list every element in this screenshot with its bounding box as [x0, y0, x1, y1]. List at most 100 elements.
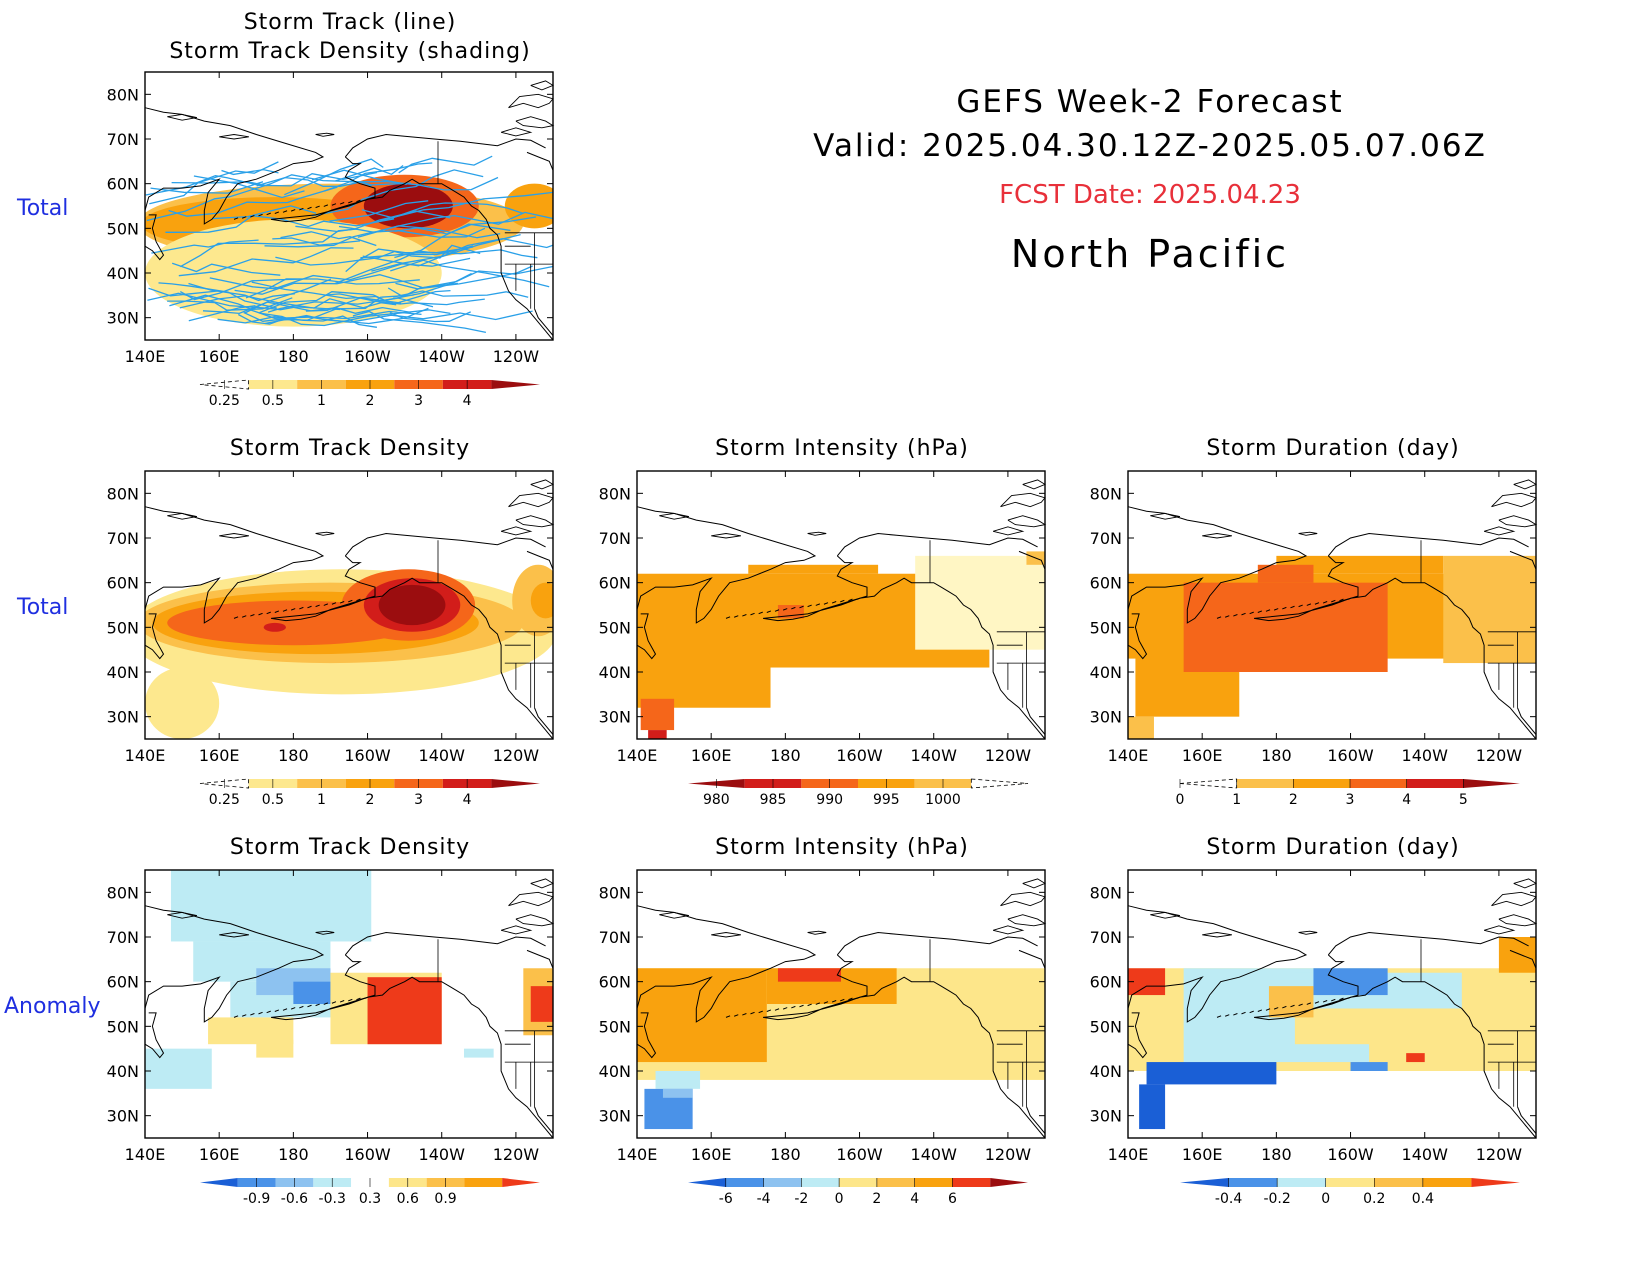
colorbar-label: 2 — [366, 792, 375, 807]
colorbar-label: 0.6 — [397, 1191, 419, 1206]
storm-track-line — [202, 301, 412, 315]
field-shading — [145, 870, 553, 1089]
lon-tick-label: 120W — [493, 746, 540, 765]
lon-tick-label: 160E — [691, 746, 732, 765]
lon-tick-label: 140W — [1402, 1145, 1449, 1164]
colorbar-label: -6 — [719, 1191, 733, 1206]
lon-tick-label: 140E — [617, 1145, 658, 1164]
colorbar-label: 0.5 — [262, 393, 284, 408]
colorbar-label: 0.4 — [1412, 1191, 1434, 1206]
lon-tick-label: 180 — [278, 746, 309, 765]
map-panel-intensity: 80N 70N 60N 50N 40N 30N 140E 160E 180 160W 140W 120… — [599, 470, 1047, 765]
colorbar-label: 6 — [948, 1191, 957, 1206]
coastlines — [636, 479, 1047, 740]
lat-tick-label: 40N — [1090, 1062, 1122, 1081]
lat-tick-label: 80N — [1090, 883, 1122, 902]
grid-cell — [748, 564, 879, 574]
colorbar-swatch — [1406, 779, 1464, 788]
colorbar-anom-density: -0.9 -0.6 -0.3 0.3 0.6 0.9 — [200, 1178, 540, 1206]
storm-track-line — [345, 246, 474, 273]
colorbar-swatch — [876, 1178, 915, 1187]
storm-track-line — [264, 310, 533, 325]
field-shading — [637, 551, 1045, 739]
grid-cell — [1257, 564, 1314, 583]
colorbar-label: -0.9 — [243, 1191, 270, 1206]
storm-track-line — [151, 239, 259, 254]
grid-cell — [145, 1048, 212, 1089]
storm-track-line — [171, 174, 412, 187]
lon-tick-label: 140W — [911, 1145, 958, 1164]
lat-tick-label: 30N — [107, 309, 139, 328]
storm-tracks — [145, 155, 553, 334]
row-label-top: Total — [17, 196, 69, 221]
lon-tick-label: 120W — [985, 1145, 1032, 1164]
lat-tick-label: 50N — [599, 1017, 631, 1036]
lat-tick-label: 40N — [599, 1062, 631, 1081]
lat-tick-label: 80N — [107, 85, 139, 104]
grid-cell — [1443, 555, 1536, 664]
field-shading — [1128, 937, 1536, 1130]
grid-cell — [1498, 937, 1536, 973]
colorbar-swatch — [1422, 1178, 1472, 1187]
lon-tick-label: 140E — [1108, 746, 1149, 765]
lat-tick-label: 60N — [1090, 574, 1122, 593]
colorbar-swatch — [1374, 1178, 1423, 1187]
lon-tick-label: 160E — [1182, 1145, 1223, 1164]
lon-tick-label: 160W — [344, 347, 391, 366]
lon-tick-label: 160W — [344, 1145, 391, 1164]
colorbar-label: 0 — [1176, 792, 1185, 807]
lon-tick-label: 120W — [1476, 746, 1523, 765]
grid-cell — [655, 1071, 701, 1089]
lat-tick-label: 50N — [107, 219, 139, 238]
field-shading — [145, 564, 553, 739]
lon-tick-label: 160W — [344, 746, 391, 765]
forecast-date: FCST Date: 2025.04.23 — [999, 180, 1301, 210]
colorbar-label: 0.9 — [434, 1191, 456, 1206]
storm-track-line — [335, 164, 404, 182]
panel-title-track-shading: Storm Track Density (shading) — [169, 39, 531, 64]
lon-tick-label: 120W — [1476, 1145, 1523, 1164]
storm-track-line — [148, 287, 220, 297]
storm-track-line — [284, 158, 384, 196]
colorbar-label: 4 — [910, 1191, 919, 1206]
lon-tick-label: 160E — [691, 1145, 732, 1164]
plot-frame — [144, 470, 554, 740]
plot-frame — [144, 869, 554, 1139]
grid-cell — [1350, 1062, 1388, 1071]
colorbar-swatch — [464, 1178, 503, 1187]
map-panel-anom-duration: 80N 70N 60N 50N 40N 30N 140E 160E 180 160W 140W 120… — [1090, 869, 1538, 1164]
lat-tick-label: 70N — [107, 529, 139, 548]
grid-cell — [367, 977, 442, 1045]
colorbar-label: -2 — [794, 1191, 808, 1206]
lat-tick-label: 50N — [107, 1017, 139, 1036]
lon-tick-label: 140E — [125, 746, 166, 765]
storm-track-line — [209, 257, 471, 290]
density-contour — [504, 183, 553, 229]
lon-tick-label: 180 — [1261, 1145, 1292, 1164]
grid-cell — [1406, 1053, 1425, 1063]
lon-tick-label: 160E — [1182, 746, 1223, 765]
storm-track-line — [275, 244, 481, 266]
lat-tick-label: 50N — [1090, 1017, 1122, 1036]
lon-tick-label: 160E — [199, 1145, 240, 1164]
colorbar-label: 4 — [463, 393, 472, 408]
panel-title-intensity: Storm Intensity (hPa) — [715, 436, 969, 461]
lon-tick-label: 120W — [493, 347, 540, 366]
colorbar-label: -0.2 — [1263, 1191, 1290, 1206]
storm-track-line — [352, 310, 487, 334]
lon-tick-label: 180 — [278, 347, 309, 366]
storm-track-line — [347, 176, 499, 191]
valid-period: Valid: 2025.04.30.12Z-2025.05.07.06Z — [813, 128, 1487, 164]
lon-tick-label: 140E — [125, 1145, 166, 1164]
storm-track-line — [389, 311, 471, 323]
lat-tick-label: 70N — [1090, 529, 1122, 548]
lat-tick-label: 30N — [1090, 708, 1122, 727]
lat-tick-label: 60N — [599, 973, 631, 992]
storm-track-line — [394, 223, 511, 259]
lon-tick-label: 180 — [278, 1145, 309, 1164]
lat-tick-label: 40N — [107, 1062, 139, 1081]
map-panel-track-density: 80N 70N 60N 50N 40N 30N 140E 160E 180 160W 140W 120… — [107, 470, 555, 765]
grid-cell — [293, 981, 331, 1004]
density-contour — [530, 582, 553, 619]
region-name: North Pacific — [1010, 232, 1290, 276]
